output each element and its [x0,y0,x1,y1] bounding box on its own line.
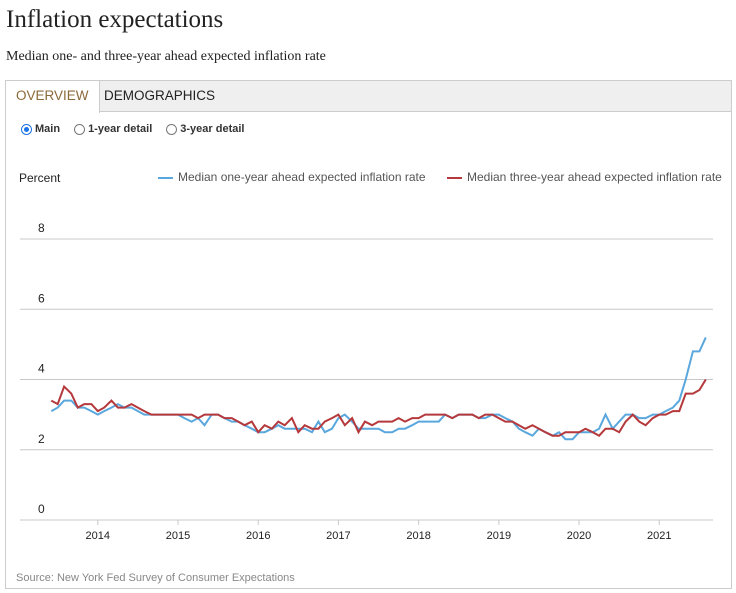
tab-panel: OVERVIEW DEMOGRAPHICS Main 1-year detail… [5,80,732,589]
tab-bar: OVERVIEW DEMOGRAPHICS [6,81,731,113]
x-tick-label: 2014 [86,530,110,542]
x-tick-label: 2017 [326,530,350,542]
x-tick-label: 2015 [166,530,190,542]
legend-label: Median three-year ahead expected inflati… [467,170,722,184]
tab[interactable]: OVERVIEW [6,81,100,113]
radio-button[interactable] [74,123,86,135]
series-line [50,336,707,441]
x-tick-label: 2019 [487,530,511,542]
tab[interactable]: DEMOGRAPHICS [104,88,216,103]
y-tick-label: 4 [38,362,45,376]
x-tick-label: 2018 [406,530,430,542]
y-tick-label: 6 [38,291,45,305]
y-tick-label: 2 [38,432,45,446]
radio-button[interactable] [21,123,32,135]
source-note: Source: New York Fed Survey of Consumer … [16,572,295,584]
radio-option[interactable]: 1-year detail [74,123,152,135]
y-tick-label: 8 [38,221,45,235]
x-tick-label: 2016 [246,530,270,542]
page-subtitle: Median one- and three-year ahead expecte… [6,49,326,64]
radio-option[interactable]: Main [21,123,60,135]
radio-label: 3-year detail [180,123,245,135]
page-title: Inflation expectations [6,6,224,33]
radio-option[interactable]: 3-year detail [166,123,244,135]
x-tick-label: 2020 [567,530,591,542]
legend-label: Median one-year ahead expected inflation… [178,170,426,184]
y-axis-label: Percent [19,171,61,185]
radio-label: 1-year detail [88,123,153,135]
x-tick-label: 2021 [647,530,671,542]
y-tick-label: 0 [38,502,45,516]
radio-button[interactable] [166,123,178,135]
series-line [50,378,707,437]
radio-group: Main 1-year detail 3-year detail [21,123,244,135]
radio-label: Main [35,123,61,135]
